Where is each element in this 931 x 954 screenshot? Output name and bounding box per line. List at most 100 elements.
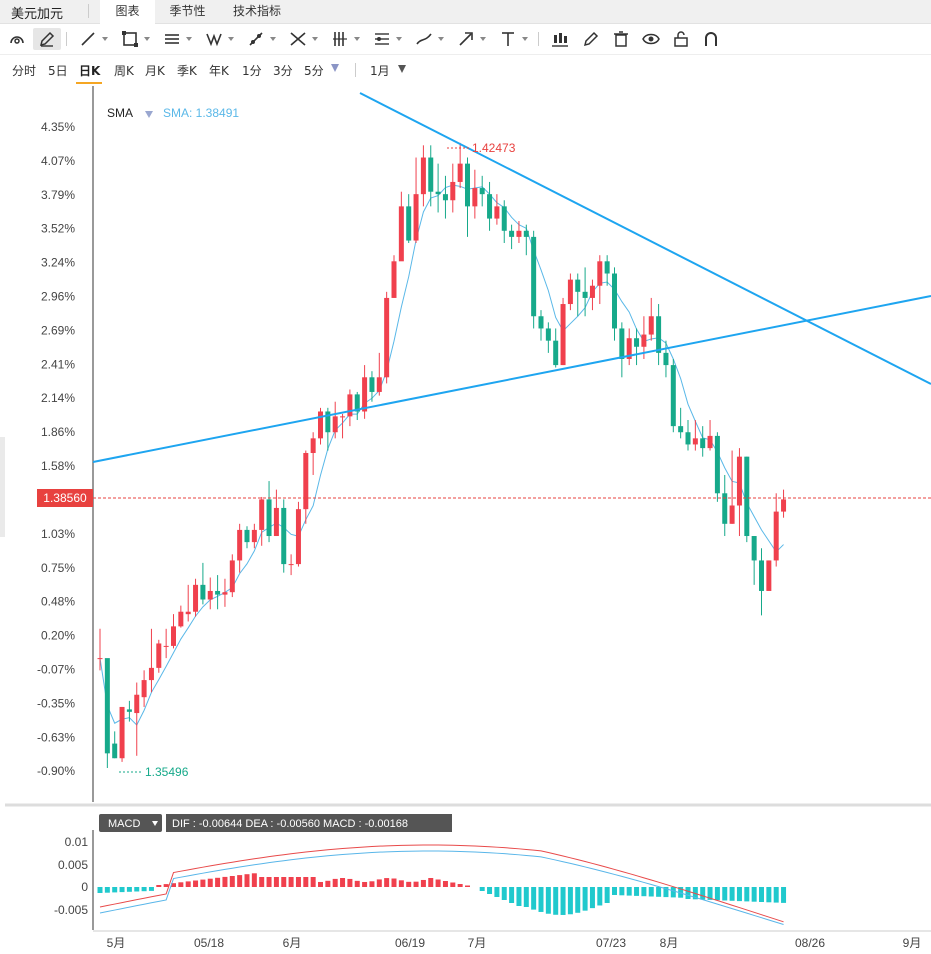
- period-divider: [355, 63, 356, 77]
- arrow-icon[interactable]: [452, 28, 480, 50]
- candle-body: [340, 416, 346, 418]
- fork-icon[interactable]: [284, 28, 312, 50]
- trendline-down[interactable]: [359, 92, 931, 385]
- period-3min[interactable]: 3分: [273, 64, 293, 78]
- chevron-down-icon[interactable]: [312, 37, 318, 41]
- chevron-down-icon[interactable]: [438, 37, 444, 41]
- x-tick-label: 9月: [903, 936, 922, 950]
- chevron-down-icon[interactable]: [522, 37, 528, 41]
- chevron-down-icon[interactable]: [228, 37, 234, 41]
- trash-icon[interactable]: [607, 28, 635, 50]
- candle-body: [193, 584, 199, 612]
- chevron-down-icon[interactable]: [396, 37, 402, 41]
- macd-hist-bar: [259, 877, 265, 887]
- candle-body: [391, 261, 397, 298]
- eye-icon[interactable]: [637, 28, 665, 50]
- macd-hist-bar: [200, 879, 206, 887]
- period-5day[interactable]: 5日: [48, 64, 68, 78]
- candle-body: [281, 507, 287, 565]
- candle-body: [148, 667, 154, 681]
- macd-name-bg[interactable]: [99, 814, 162, 832]
- y-tick-label: -0.90%: [37, 764, 75, 778]
- pattern-icon[interactable]: [200, 28, 228, 50]
- candle-body: [487, 194, 493, 219]
- chevron-down-icon[interactable]: [186, 37, 192, 41]
- brush-icon[interactable]: [410, 28, 438, 50]
- chevron-down-icon[interactable]: [102, 37, 108, 41]
- macd-hist-bar: [678, 887, 684, 898]
- lock-icon[interactable]: [667, 28, 695, 50]
- candle-body: [229, 560, 235, 593]
- macd-hist-bar: [685, 887, 691, 899]
- macd-hist-bar: [714, 887, 720, 901]
- tab-seasonality[interactable]: 季节性: [160, 0, 215, 23]
- macd-hist-bar: [634, 887, 640, 896]
- period-monthly[interactable]: 月K: [145, 64, 165, 78]
- macd-hist-bar: [171, 883, 176, 887]
- candle-body: [295, 509, 301, 565]
- candle-body: [457, 163, 463, 182]
- period-daily[interactable]: 日K: [79, 64, 101, 78]
- gann-icon[interactable]: [368, 28, 396, 50]
- text-icon[interactable]: [494, 28, 522, 50]
- macd-dropdown-icon[interactable]: [152, 821, 158, 826]
- macd-hist-bar: [736, 887, 742, 902]
- sma-legend-value: SMA: 1.38491: [163, 106, 239, 120]
- chevron-down-icon[interactable]: [480, 37, 486, 41]
- dif-line: [99, 844, 784, 923]
- magnet-icon[interactable]: [697, 28, 725, 50]
- candle-body: [97, 658, 103, 660]
- macd-hist-bar: [119, 887, 125, 893]
- macd-hist-bar: [766, 887, 772, 903]
- sma-legend-name: SMA: [107, 106, 133, 120]
- tab-chart[interactable]: 图表: [100, 0, 155, 24]
- more-periods-icon[interactable]: [331, 64, 339, 72]
- chevron-down-icon[interactable]: [270, 37, 276, 41]
- tab-indicators[interactable]: 技术指标: [222, 0, 292, 23]
- candle-body: [266, 499, 272, 537]
- candle-body: [773, 511, 779, 561]
- y-tick-label: -0.35%: [37, 696, 75, 710]
- period-weekly[interactable]: 周K: [114, 64, 134, 78]
- candle-body: [494, 206, 500, 219]
- period-5min[interactable]: 5分: [304, 64, 324, 78]
- side-collapse-handle[interactable]: [0, 437, 5, 537]
- chevron-down-icon[interactable]: [398, 65, 406, 73]
- trendline-up[interactable]: [92, 295, 931, 463]
- candle-body: [126, 709, 132, 712]
- candle-body: [545, 328, 551, 341]
- rectangle-icon[interactable]: [116, 28, 144, 50]
- ray-icon[interactable]: [242, 28, 270, 50]
- period-1min[interactable]: 1分: [242, 64, 262, 78]
- period-quarterly[interactable]: 季K: [177, 64, 197, 78]
- period-timeshare[interactable]: 分时: [12, 64, 37, 78]
- macd-hist-bar: [178, 882, 184, 887]
- chevron-down-icon[interactable]: [144, 37, 150, 41]
- gauge-icon[interactable]: [3, 28, 31, 50]
- price-tag: 1.38560: [43, 491, 87, 505]
- bar-style-icon[interactable]: [546, 28, 574, 50]
- candle-body: [472, 188, 478, 207]
- candle-body: [634, 338, 640, 347]
- candle-body: [442, 194, 448, 201]
- drawing-toolbar: [0, 24, 931, 55]
- y-tick-label: 1.58%: [41, 459, 75, 473]
- x-tick-label: 8月: [660, 936, 679, 950]
- candle-body: [567, 279, 573, 305]
- fibonacci-icon[interactable]: [326, 28, 354, 50]
- period-yearly[interactable]: 年K: [209, 64, 229, 78]
- macd-hist-bar: [589, 887, 595, 909]
- edit-icon[interactable]: [577, 28, 605, 50]
- sma-dropdown-icon[interactable]: [145, 111, 153, 118]
- pencil-icon[interactable]: [33, 28, 61, 50]
- range-select[interactable]: 1月: [370, 64, 390, 78]
- candle-body: [531, 236, 537, 317]
- candle-body: [597, 261, 603, 286]
- line-icon[interactable]: [74, 28, 102, 50]
- parallel-lines-icon[interactable]: [158, 28, 186, 50]
- macd-hist-bar: [295, 877, 301, 887]
- y-tick-label: 1.03%: [41, 527, 75, 541]
- chevron-down-icon[interactable]: [354, 37, 360, 41]
- y-tick-label: -0.63%: [37, 730, 75, 744]
